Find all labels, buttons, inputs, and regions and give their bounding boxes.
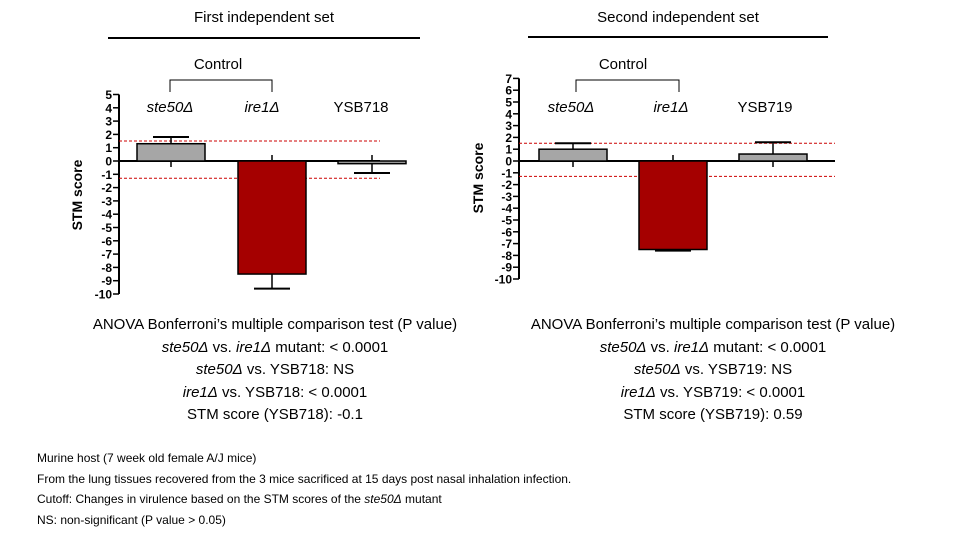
y-tick-label: -4 — [501, 202, 512, 216]
y-axis-label: STM score — [470, 142, 486, 213]
stats-strain: ste50Δ — [599, 338, 647, 356]
y-tick-label: -9 — [501, 261, 512, 275]
stats-line-2: ste50Δ vs. YSB718: NS — [40, 359, 510, 382]
y-tick-label: 5 — [505, 96, 512, 110]
y-tick-label: -3 — [101, 194, 112, 208]
control-label: Control — [599, 56, 647, 73]
y-tick-label: 0 — [505, 155, 512, 169]
y-tick-label: 0 — [105, 155, 112, 169]
y-tick-label: -10 — [95, 288, 113, 302]
stats-line-4: STM score (YSB719): 0.59 — [623, 406, 803, 423]
stats-line-1: ste50Δ vs. ire1Δ mutant: < 0.0001 — [40, 337, 510, 360]
y-tick-label: -6 — [501, 225, 512, 239]
category-label: YSB718 — [333, 99, 388, 116]
y-tick-label: 2 — [505, 131, 512, 145]
y-tick-label: 4 — [505, 107, 512, 121]
y-tick-label: -3 — [501, 190, 512, 204]
y-tick-label: -6 — [101, 234, 112, 248]
panel-2-stats: ANOVA Bonferroni’s multiple comparison t… — [478, 314, 948, 427]
stats-text: vs. YSB718: NS — [242, 361, 355, 378]
panel-1-title-rule — [108, 37, 420, 39]
footnotes: Murine host (7 week old female A/J mice)… — [37, 448, 571, 530]
y-tick-label: 1 — [505, 143, 512, 157]
stats-strain: ste50Δ — [633, 361, 681, 378]
panel-1-title: First independent set — [193, 9, 335, 26]
category-label: ire1Δ — [244, 99, 279, 116]
y-tick-label: -1 — [101, 168, 112, 182]
y-axis-label: STM score — [69, 159, 85, 230]
stats-strain: ire1Δ — [182, 383, 218, 401]
y-tick-label: -7 — [501, 237, 512, 251]
stats-line-1: ste50Δ vs. ire1Δ mutant: < 0.0001 — [478, 337, 948, 360]
stats-text: vs. YSB719: NS — [680, 361, 793, 378]
control-label: Control — [194, 56, 242, 73]
y-tick-label: -1 — [501, 166, 512, 180]
stats-text: vs. YSB718: < 0.0001 — [217, 383, 368, 401]
y-tick-label: -5 — [501, 214, 512, 228]
stats-line-2: ste50Δ vs. YSB719: NS — [478, 359, 948, 382]
stats-strain: ire1Δ — [620, 383, 656, 401]
y-tick-label: 3 — [505, 119, 512, 133]
note-tissue: From the lung tissues recovered from the… — [37, 471, 572, 486]
note-text: mutant — [401, 492, 442, 506]
bar-2 — [237, 160, 307, 275]
category-label: YSB719 — [737, 99, 792, 116]
stats-heading: ANOVA Bonferroni’s multiple comparison t… — [92, 316, 458, 333]
y-tick-label: 4 — [105, 101, 112, 115]
control-bracket — [169, 79, 273, 92]
bar-2 — [638, 160, 708, 251]
stats-strain: ire1Δ — [236, 338, 272, 356]
control-bracket — [575, 79, 680, 92]
stats-text: vs. — [208, 338, 237, 356]
bar-1 — [538, 148, 608, 162]
panel-1-stats: ANOVA Bonferroni’s multiple comparison t… — [40, 314, 510, 427]
stats-strain: ste50Δ — [195, 361, 243, 378]
note-cutoff: Cutoff: Changes in virulence based on th… — [37, 489, 571, 510]
y-tick-label: 5 — [105, 88, 112, 102]
y-tick-label: 6 — [505, 84, 512, 98]
category-label: ste50Δ — [548, 99, 595, 116]
stats-text: mutant: < 0.0001 — [271, 338, 389, 356]
stats-text: mutant: < 0.0001 — [709, 338, 827, 356]
stats-text: vs. YSB719: < 0.0001 — [655, 383, 806, 401]
bar-3 — [738, 153, 808, 162]
y-tick-label: 1 — [105, 141, 112, 155]
y-tick-label: -2 — [101, 181, 112, 195]
y-tick-label: -4 — [101, 208, 112, 222]
y-tick-label: -10 — [495, 273, 513, 287]
note-text: Cutoff: Changes in virulence based on th… — [37, 492, 365, 506]
stats-line-3: ire1Δ vs. YSB719: < 0.0001 — [478, 382, 948, 405]
note-ns: NS: non-significant (P value > 0.05) — [37, 512, 226, 527]
y-tick-label: -2 — [501, 178, 512, 192]
stats-strain: ste50Δ — [161, 338, 209, 356]
stm-score-charts: STM score543210-1-2-3-4-5-6-7-8-9-10ste5… — [69, 56, 835, 302]
stats-heading: ANOVA Bonferroni’s multiple comparison t… — [530, 316, 896, 333]
y-tick-label: 2 — [105, 128, 112, 142]
panel-2-title-rule — [528, 36, 828, 38]
stats-text: vs. — [646, 338, 675, 356]
y-tick-label: -5 — [101, 221, 112, 235]
stats-strain: ire1Δ — [674, 338, 710, 356]
category-label: ste50Δ — [147, 99, 194, 116]
stats-line-4: STM score (YSB718): -0.1 — [187, 406, 363, 423]
y-tick-label: 3 — [105, 115, 112, 129]
y-tick-label: -8 — [101, 261, 112, 275]
y-tick-label: 7 — [505, 72, 512, 86]
panel-2-title: Second independent set — [597, 9, 759, 26]
bar-1 — [136, 142, 206, 162]
note-strain: ste50Δ — [364, 492, 402, 506]
y-tick-label: -8 — [501, 249, 512, 263]
bar-3 — [337, 160, 407, 165]
category-label: ire1Δ — [653, 99, 688, 116]
y-tick-label: -9 — [101, 274, 112, 288]
note-host: Murine host (7 week old female A/J mice) — [37, 451, 257, 465]
stats-line-3: ire1Δ vs. YSB718: < 0.0001 — [40, 382, 510, 405]
y-tick-label: -7 — [101, 248, 112, 262]
